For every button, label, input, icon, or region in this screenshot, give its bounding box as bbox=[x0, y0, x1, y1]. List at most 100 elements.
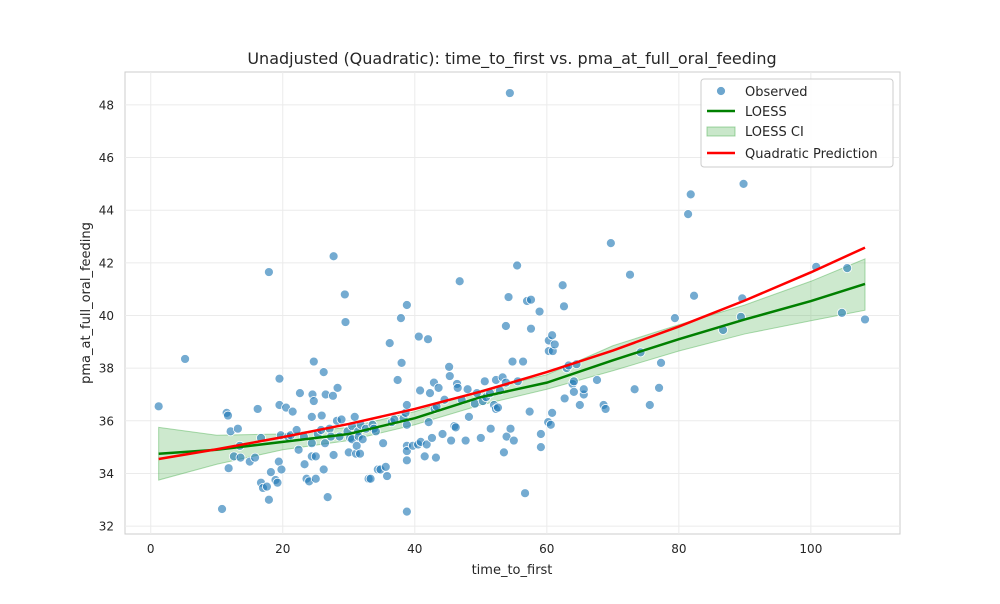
observed-point bbox=[689, 290, 699, 301]
observed-point bbox=[535, 429, 546, 439]
y-tick-label: 44 bbox=[99, 204, 114, 218]
x-tick-label: 20 bbox=[275, 542, 290, 556]
observed-point bbox=[401, 506, 412, 517]
observed-point bbox=[328, 251, 339, 262]
observed-point bbox=[310, 451, 321, 462]
legend-ci-patch bbox=[706, 126, 736, 137]
observed-point bbox=[336, 414, 347, 425]
observed-point bbox=[557, 280, 568, 291]
x-tick-label: 0 bbox=[147, 542, 155, 556]
observed-point bbox=[272, 477, 283, 488]
observed-point bbox=[842, 263, 853, 274]
observed-point bbox=[265, 467, 276, 478]
y-tick-label: 42 bbox=[99, 256, 114, 270]
observed-point bbox=[444, 371, 455, 381]
observed-point bbox=[332, 382, 343, 393]
legend-observed-label: Observed bbox=[745, 85, 808, 100]
observed-point bbox=[644, 400, 655, 410]
loess-line bbox=[158, 282, 866, 455]
observed-point bbox=[454, 276, 465, 287]
legend-ci-label: LOESS CI bbox=[745, 125, 804, 140]
observed-point bbox=[520, 488, 530, 499]
observed-point bbox=[274, 373, 285, 384]
observed-point bbox=[462, 384, 473, 395]
observed-point bbox=[574, 400, 585, 410]
observed-point bbox=[433, 382, 444, 393]
observed-point bbox=[316, 410, 327, 421]
observed-point bbox=[446, 435, 457, 446]
observed-point bbox=[505, 423, 516, 434]
observed-point bbox=[500, 321, 511, 331]
observed-points bbox=[153, 88, 870, 517]
observed-point bbox=[423, 417, 434, 428]
observed-point bbox=[444, 361, 455, 372]
observed-point bbox=[396, 357, 407, 368]
y-axis-label: pma_at_full_oral_feeding bbox=[79, 222, 94, 384]
observed-point bbox=[837, 307, 847, 318]
observed-point bbox=[547, 408, 558, 418]
y-tick-label: 40 bbox=[99, 309, 114, 323]
observed-point bbox=[318, 464, 329, 475]
y-tick-label: 34 bbox=[99, 467, 114, 481]
tick-labels: 0 20 40 60 80 100 32 34 36 38 40 42 44 46 48 bbox=[99, 98, 823, 556]
observed-point bbox=[318, 367, 329, 378]
observed-point bbox=[485, 423, 496, 434]
observed-point bbox=[578, 384, 589, 395]
observed-point bbox=[340, 317, 351, 327]
observed-point bbox=[232, 423, 243, 434]
x-tick-label: 80 bbox=[671, 542, 686, 556]
x-tick-label: 100 bbox=[799, 542, 822, 556]
legend: Observed LOESS LOESS CI Quadratic Predic… bbox=[700, 78, 894, 168]
observed-point bbox=[545, 419, 556, 430]
observed-point bbox=[250, 452, 260, 463]
y-tick-label: 38 bbox=[99, 362, 114, 376]
observed-point bbox=[568, 376, 579, 387]
observed-point bbox=[295, 388, 305, 399]
chart-title: Unadjusted (Quadratic): time_to_first vs… bbox=[247, 49, 776, 69]
observed-point bbox=[384, 338, 395, 349]
observed-point bbox=[534, 306, 545, 317]
observed-point bbox=[629, 384, 640, 395]
observed-point bbox=[401, 300, 412, 310]
observed-point bbox=[547, 330, 558, 341]
observed-point bbox=[507, 356, 518, 367]
observed-point bbox=[669, 313, 680, 324]
observed-point bbox=[600, 404, 611, 414]
observed-point bbox=[493, 402, 503, 413]
observed-point bbox=[180, 354, 190, 364]
observed-point bbox=[437, 429, 448, 439]
observed-point bbox=[355, 448, 365, 459]
observed-point bbox=[475, 433, 486, 443]
legend-box bbox=[700, 78, 894, 168]
observed-point bbox=[328, 390, 338, 401]
x-tick-label: 40 bbox=[407, 542, 422, 556]
observed-point bbox=[504, 88, 515, 98]
observed-point bbox=[252, 404, 263, 414]
y-tick-label: 46 bbox=[99, 151, 114, 165]
observed-point bbox=[382, 471, 392, 481]
observed-point bbox=[349, 411, 360, 422]
observed-point bbox=[264, 267, 274, 277]
observed-point bbox=[535, 442, 546, 453]
observed-point bbox=[322, 492, 333, 503]
observed-point bbox=[339, 289, 350, 300]
x-tick-label: 60 bbox=[539, 542, 554, 556]
y-tick-label: 48 bbox=[99, 98, 114, 112]
legend-loess-label: LOESS bbox=[745, 105, 787, 120]
observed-point bbox=[568, 386, 579, 397]
observed-point bbox=[365, 473, 376, 484]
observed-point bbox=[605, 238, 616, 249]
observed-point bbox=[235, 452, 246, 463]
observed-point bbox=[396, 313, 406, 324]
y-tick-label: 36 bbox=[99, 414, 114, 428]
observed-point bbox=[460, 435, 471, 446]
x-axis-label: time_to_first bbox=[472, 563, 553, 578]
observed-point bbox=[419, 451, 430, 462]
observed-point bbox=[299, 459, 310, 470]
observed-point bbox=[310, 473, 321, 484]
observed-point bbox=[656, 357, 666, 368]
observed-point bbox=[223, 463, 234, 474]
observed-point bbox=[287, 406, 298, 417]
observed-point bbox=[357, 434, 368, 445]
observed-point bbox=[559, 393, 570, 404]
